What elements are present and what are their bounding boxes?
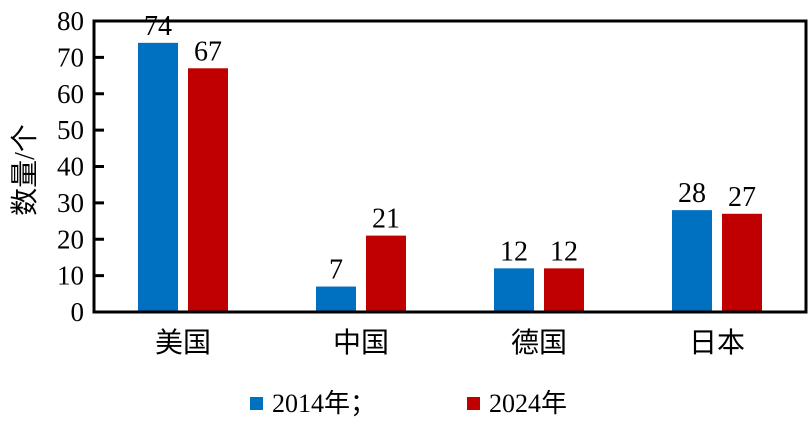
- bar-2014: [316, 286, 356, 312]
- y-tick-label: 20: [57, 224, 84, 254]
- bar-2014: [138, 42, 178, 312]
- y-tick-label: 60: [57, 79, 84, 109]
- y-tick-label: 80: [57, 6, 84, 36]
- legend-label: 2024年: [489, 389, 567, 418]
- data-label: 12: [550, 236, 578, 267]
- data-label: 28: [678, 178, 706, 209]
- y-tick-label: 70: [57, 42, 84, 72]
- x-tick-label: 美国: [155, 327, 211, 359]
- y-axis: 0 10 20 30 40 50 60 70 80: [57, 6, 104, 327]
- data-label: 67: [194, 36, 222, 67]
- y-tick-label: 30: [57, 188, 84, 218]
- x-tick-label: 中国: [333, 327, 389, 359]
- legend-swatch: [467, 397, 480, 410]
- bar-2024: [366, 235, 406, 312]
- bar-2024: [722, 213, 762, 312]
- y-tick-label: 10: [57, 261, 84, 291]
- data-label: 27: [728, 182, 756, 213]
- data-label: 12: [500, 236, 528, 267]
- data-label: 74: [144, 11, 172, 42]
- x-tick-label: 德国: [511, 327, 567, 359]
- legend-label: 2014年；: [272, 389, 376, 418]
- y-tick-label: 0: [71, 297, 85, 327]
- bar-2024: [544, 268, 584, 312]
- data-label: 7: [329, 255, 343, 286]
- bar-2024: [188, 68, 228, 312]
- bar-2014: [494, 268, 534, 312]
- legend-swatch: [250, 397, 263, 410]
- data-label: 21: [372, 204, 400, 235]
- bars-group: 74 67 7 21 12 12 28 27: [138, 11, 762, 312]
- y-tick-label: 50: [57, 115, 84, 145]
- x-axis: 美国 中国 德国 日本: [155, 327, 745, 359]
- x-tick-label: 日本: [689, 327, 745, 359]
- y-tick-label: 40: [57, 152, 84, 182]
- y-axis-label: 数量/个: [9, 124, 41, 216]
- bar-2014: [672, 210, 712, 312]
- legend: 2014年； 2024年: [250, 389, 567, 418]
